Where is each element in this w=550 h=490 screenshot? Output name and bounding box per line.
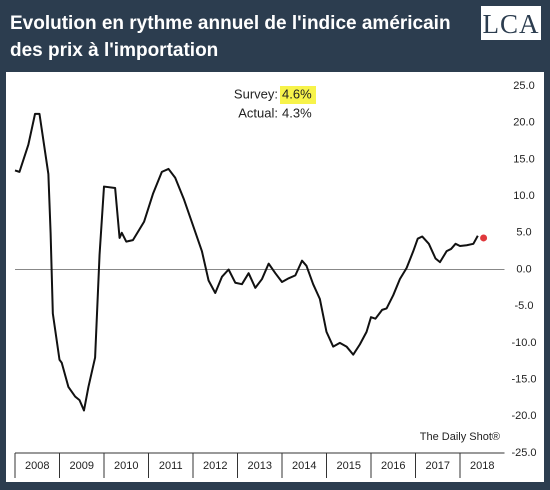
x-tick-label: 2016 (381, 460, 405, 472)
x-tick-label: 2018 (470, 460, 494, 472)
y-tick-label: -15.0 (511, 374, 536, 386)
highlight-point (480, 234, 488, 242)
x-tick-label: 2013 (248, 460, 272, 472)
logo: LCA (481, 6, 541, 40)
annotation-highlight (280, 86, 316, 104)
x-tick-label: 2012 (203, 460, 227, 472)
line-series (14, 112, 479, 412)
annotation-value: 4.6% (282, 86, 312, 101)
annotation-label: Actual: (238, 105, 278, 120)
y-tick-label: 10.0 (513, 190, 534, 202)
annotation-label: Survey: (234, 86, 278, 101)
plot-background (6, 72, 544, 482)
y-tick-label: 25.0 (513, 80, 534, 92)
x-tick-label: 2008 (25, 460, 49, 472)
y-tick-label: -5.0 (515, 300, 534, 312)
x-tick-label: 2015 (337, 460, 361, 472)
source: The Daily Shot® (420, 431, 500, 443)
chart-title: Evolution en rythme annuel de l'indice a… (10, 13, 451, 61)
x-tick-label: 2011 (159, 460, 183, 472)
x-tick-label: 2014 (292, 460, 316, 472)
y-tick-label: -10.0 (511, 337, 536, 349)
y-tick-label: 15.0 (513, 153, 534, 165)
y-tick-label: -20.0 (511, 410, 536, 422)
x-tick-label: 2017 (426, 460, 450, 472)
y-tick-label: -25.0 (511, 447, 536, 459)
x-tick-label: 2010 (114, 460, 138, 472)
y-tick-label: 0.0 (516, 263, 531, 275)
y-tick-label: 5.0 (516, 227, 531, 239)
x-tick-label: 2009 (70, 460, 94, 472)
y-tick-label: 20.0 (513, 117, 534, 129)
annotation-value: 4.3% (282, 105, 312, 120)
